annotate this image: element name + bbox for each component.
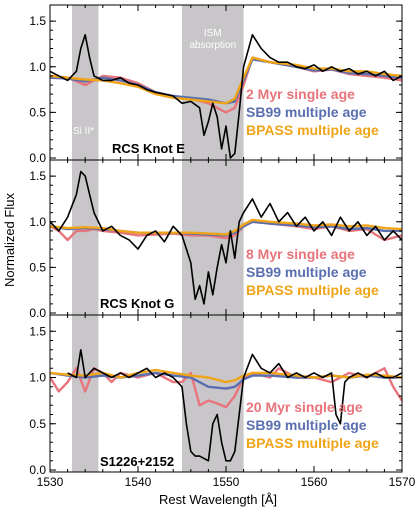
y-tick-label: 1.0 [29, 215, 46, 229]
shaded-region-1 [72, 315, 99, 472]
series-line-bpass-multiple-age [50, 56, 402, 105]
y-tick-label: 0.5 [29, 417, 46, 431]
panel-title: S1226+2152 [100, 454, 174, 469]
y-tick-label: 1.0 [29, 371, 46, 385]
y-tick-label: 0.0 [29, 151, 46, 165]
x-tick-label: 1570 [389, 475, 415, 489]
series-line-bpass-multiple-age [50, 368, 402, 384]
y-tick-label: 0.0 [29, 306, 46, 320]
panel-title: RCS Knot E [112, 141, 185, 156]
series-line-data [50, 34, 402, 159]
y-tick-label: 1.5 [29, 169, 46, 183]
shaded-region-2 [182, 315, 244, 472]
shade-label-ism: absorption [189, 40, 236, 51]
legend-entry: SB99 multiple age [246, 417, 367, 433]
shade-label-si: Si II* [73, 126, 94, 137]
panel-3: 0.0 0.5 1.0 1.5 20 Myr single age SB99 multip… [29, 314, 403, 477]
y-tick-label: 1.5 [29, 14, 46, 28]
x-tick-label: 1560 [301, 475, 328, 489]
legend-entry: SB99 multiple age [246, 104, 367, 120]
panel-title: RCS Knot G [100, 296, 174, 311]
y-tick-label: 0.5 [29, 105, 46, 119]
legend-entry: BPASS multiple age [246, 122, 379, 138]
legend-entry: 20 Myr single age [246, 399, 363, 415]
y-tick-label: 0.0 [29, 463, 46, 477]
panels: 0.0 0.5 1.0 1.5 2 Myr single age SB99 multipl… [29, 4, 415, 489]
shaded-region-1 [72, 160, 99, 315]
legend-entry: SB99 multiple age [246, 264, 367, 280]
x-axis-label: Rest Wavelength [Å] [159, 492, 277, 507]
legend-entry: 2 Myr single age [246, 86, 355, 102]
series-line-data [50, 170, 402, 305]
y-tick-label: 0.5 [29, 260, 46, 274]
series-line-data [67, 349, 402, 462]
y-axis-label: Normalized Flux [2, 193, 17, 287]
legend-entry: BPASS multiple age [246, 282, 379, 298]
y-tick-label: 1.0 [29, 60, 46, 74]
x-tick-label: 1550 [213, 475, 240, 489]
shaded-region-2 [182, 160, 244, 315]
panel-2: 0.0 0.5 1.0 1.5 8 Myr single age SB99 multipl… [29, 159, 403, 320]
x-tick-label: 1530 [37, 475, 64, 489]
shaded-region-2 [182, 5, 244, 160]
x-tick-label: 1540 [125, 475, 152, 489]
y-tick-label: 1.5 [29, 324, 46, 338]
legend-entry: 8 Myr single age [246, 246, 355, 262]
legend-entry: BPASS multiple age [246, 435, 379, 451]
shade-label-ism: ISM [204, 28, 222, 39]
